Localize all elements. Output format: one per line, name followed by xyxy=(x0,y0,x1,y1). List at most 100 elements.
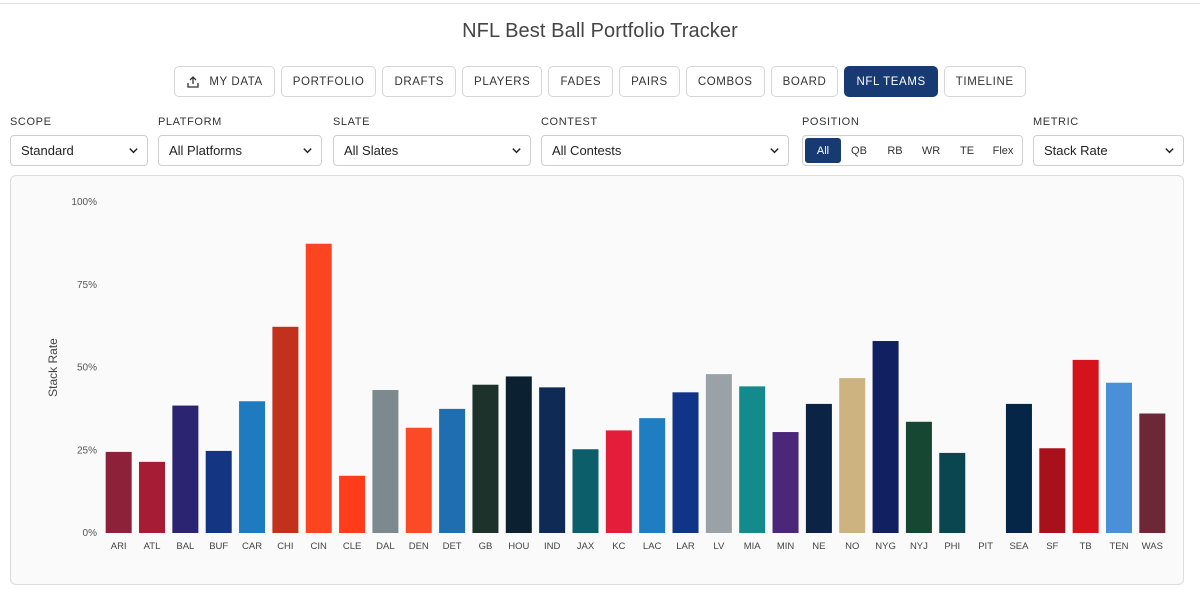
x-tick-label: IND xyxy=(544,541,561,552)
nav-label: NFL TEAMS xyxy=(856,75,926,88)
nav-label: DRAFTS xyxy=(394,75,445,88)
bar-ten[interactable] xyxy=(1105,382,1132,533)
x-tick-label: JAX xyxy=(577,541,595,552)
bar-car[interactable] xyxy=(239,401,266,533)
scope-select[interactable]: Standard xyxy=(10,135,148,166)
position-option-wr[interactable]: WR xyxy=(921,144,941,157)
bar-ari[interactable] xyxy=(105,451,132,533)
x-tick-label: ARI xyxy=(111,541,127,552)
position-option-te[interactable]: TE xyxy=(959,144,975,157)
x-tick-label: SEA xyxy=(1009,541,1029,552)
nav-bar: MY DATA PORTFOLIO DRAFTS PLAYERS FADES PAIRS C… xyxy=(0,66,1200,97)
nav-pairs-button[interactable]: PAIRS xyxy=(619,66,680,97)
y-tick-label: 25% xyxy=(77,445,97,456)
nav-nfl-teams-button[interactable]: NFL TEAMS xyxy=(844,66,938,97)
bar-bal[interactable] xyxy=(172,405,199,533)
x-tick-label: HOU xyxy=(508,541,529,552)
bar-tb[interactable] xyxy=(1072,359,1099,533)
chart-card: 0% 25% 50% 75% 100% Stack Rate ARI ATL BAL BUF CAR… xyxy=(10,175,1184,585)
x-tick-label: DAL xyxy=(376,541,394,552)
bar-buf[interactable] xyxy=(205,450,232,533)
bar-dal[interactable] xyxy=(372,390,399,533)
y-tick-label: 75% xyxy=(77,280,97,291)
bar-was[interactable] xyxy=(1139,413,1166,533)
bar-lv[interactable] xyxy=(705,374,732,533)
platform-value: All Platforms xyxy=(169,143,242,158)
nav-drafts-button[interactable]: DRAFTS xyxy=(382,66,457,97)
bar-jax[interactable] xyxy=(572,449,599,533)
bar-no[interactable] xyxy=(839,378,866,533)
metric-label: METRIC xyxy=(1033,116,1079,128)
contest-filter: CONTEST All Contests xyxy=(541,116,789,166)
nav-my-data-button[interactable]: MY DATA xyxy=(174,66,275,97)
x-tick-label: PHI xyxy=(944,541,960,552)
x-tick-label: BAL xyxy=(176,541,194,552)
position-option-rb[interactable]: RB xyxy=(887,144,903,157)
platform-select[interactable]: All Platforms xyxy=(158,135,322,166)
chevron-down-icon xyxy=(770,148,779,154)
bar-atl[interactable] xyxy=(139,461,166,533)
nav-players-button[interactable]: PLAYERS xyxy=(462,66,543,97)
bar-lar[interactable] xyxy=(672,392,699,533)
x-tick-label: ATL xyxy=(144,541,161,552)
bar-nyg[interactable] xyxy=(872,341,899,533)
chevron-down-icon xyxy=(1165,148,1174,154)
x-tick-label: TB xyxy=(1080,541,1092,552)
bar-min[interactable] xyxy=(772,432,799,533)
nav-label: COMBOS xyxy=(697,75,753,88)
upload-icon xyxy=(187,75,200,88)
bar-sf[interactable] xyxy=(1039,448,1066,533)
nav-label: PORTFOLIO xyxy=(292,75,365,88)
x-tick-label: GB xyxy=(479,541,493,552)
bar-kc[interactable] xyxy=(605,430,632,533)
top-divider xyxy=(0,3,1200,4)
page-title: NFL Best Ball Portfolio Tracker xyxy=(462,20,738,42)
bar-den[interactable] xyxy=(405,427,432,533)
slate-label: SLATE xyxy=(333,116,371,128)
x-tick-label: CLE xyxy=(343,541,361,552)
x-tick-label: MIA xyxy=(744,541,762,552)
y-tick-label: 0% xyxy=(83,528,98,539)
x-tick-label: CIN xyxy=(311,541,328,552)
metric-select[interactable]: Stack Rate xyxy=(1033,135,1184,166)
bar-sea[interactable] xyxy=(1005,403,1032,533)
x-tick-label: LAR xyxy=(676,541,695,552)
contest-select[interactable]: All Contests xyxy=(541,135,789,166)
bar-lac[interactable] xyxy=(639,418,666,533)
position-option-qb[interactable]: QB xyxy=(851,144,867,157)
nav-board-button[interactable]: BOARD xyxy=(770,66,839,97)
bar-chart: 0% 25% 50% 75% 100% Stack Rate ARI ATL BAL BUF CAR… xyxy=(46,197,1166,552)
scope-value: Standard xyxy=(21,143,74,158)
bar-cin[interactable] xyxy=(305,243,332,533)
bar-cle[interactable] xyxy=(339,475,366,533)
x-tick-label: CHI xyxy=(277,541,293,552)
x-tick-label: LAC xyxy=(643,541,662,552)
nav-timeline-button[interactable]: TIMELINE xyxy=(943,66,1026,97)
x-tick-label: DEN xyxy=(409,541,429,552)
platform-label: PLATFORM xyxy=(158,116,222,128)
bar-gb[interactable] xyxy=(472,384,499,533)
slate-value: All Slates xyxy=(344,143,399,158)
bar-phi[interactable] xyxy=(939,452,966,533)
bar-ne[interactable] xyxy=(805,403,832,533)
position-option-all[interactable]: All xyxy=(805,138,841,163)
nav-combos-button[interactable]: COMBOS xyxy=(685,66,765,97)
bar-ind[interactable] xyxy=(539,387,566,533)
y-tick-label: 50% xyxy=(77,363,97,374)
nav-label: PAIRS xyxy=(631,75,668,88)
x-tick-label: WAS xyxy=(1142,541,1163,552)
bar-mia[interactable] xyxy=(739,386,766,533)
nav-fades-button[interactable]: FADES xyxy=(548,66,614,97)
bar-hou[interactable] xyxy=(505,376,532,533)
slate-select[interactable]: All Slates xyxy=(333,135,531,166)
platform-filter: PLATFORM All Platforms xyxy=(158,116,322,166)
position-filter: POSITION All QB RB WR TE Flex xyxy=(802,116,1023,166)
y-axis-label: Stack Rate xyxy=(46,338,60,397)
position-option-flex[interactable]: Flex xyxy=(992,144,1014,157)
bar-det[interactable] xyxy=(439,408,466,534)
x-tick-label: NYG xyxy=(875,541,896,552)
bar-nyj[interactable] xyxy=(905,421,932,533)
nav-portfolio-button[interactable]: PORTFOLIO xyxy=(280,66,377,97)
bar-chi[interactable] xyxy=(272,326,299,533)
x-tick-label: BUF xyxy=(209,541,228,552)
